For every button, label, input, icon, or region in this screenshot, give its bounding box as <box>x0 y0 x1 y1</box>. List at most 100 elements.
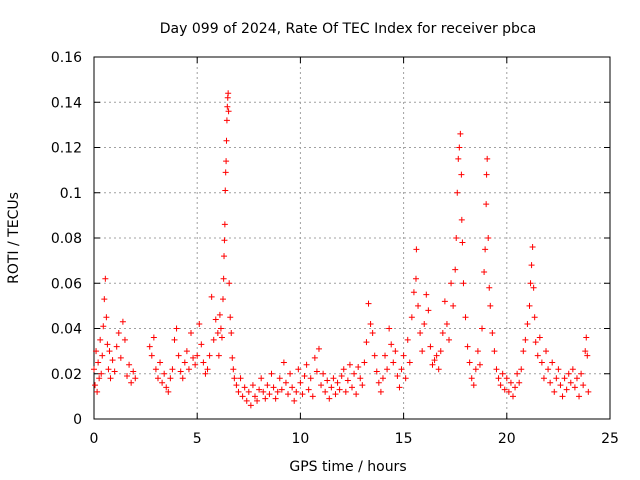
data-point <box>181 359 188 366</box>
data-point <box>547 379 554 386</box>
data-point <box>457 130 464 137</box>
data-point <box>128 379 135 386</box>
data-point <box>239 393 246 400</box>
y-tick-label: 0.08 <box>51 231 82 247</box>
data-point <box>561 375 568 382</box>
data-point <box>313 368 320 375</box>
data-point <box>198 341 205 348</box>
data-point <box>287 370 294 377</box>
axis-ticks: 0 5 10 15 20 25 0 0.02 0.04 0.06 0.08 0.1 0.12 0.14 0.… <box>51 50 619 447</box>
data-point <box>545 366 552 373</box>
data-point <box>94 388 101 395</box>
data-point <box>448 280 455 287</box>
data-point <box>429 361 436 368</box>
data-point <box>484 155 491 162</box>
data-point <box>163 384 170 391</box>
data-point <box>578 370 585 377</box>
data-point <box>258 375 265 382</box>
data-point <box>226 280 233 287</box>
data-point <box>398 366 405 373</box>
data-point <box>291 397 298 404</box>
data-point <box>222 169 229 176</box>
data-point <box>96 375 103 382</box>
data-point <box>483 201 490 208</box>
data-point <box>413 246 420 253</box>
data-point <box>218 334 225 341</box>
data-point <box>220 275 227 282</box>
data-point <box>388 341 395 348</box>
data-point <box>95 359 102 366</box>
data-point <box>417 330 424 337</box>
data-point <box>386 325 393 332</box>
data-point <box>516 379 523 386</box>
grid-lines <box>94 57 610 419</box>
data-point <box>115 330 122 337</box>
data-point <box>324 377 331 384</box>
data-point <box>228 330 235 337</box>
chart-title: Day 099 of 2024, Rate Of TEC Index for r… <box>160 21 536 37</box>
data-point <box>245 388 252 395</box>
data-point <box>212 316 219 323</box>
data-point <box>241 384 248 391</box>
data-point <box>165 388 172 395</box>
data-point <box>99 352 106 359</box>
data-point <box>532 339 539 346</box>
data-point <box>454 189 461 196</box>
data-point <box>194 352 201 359</box>
data-point <box>531 314 538 321</box>
data-point <box>584 352 591 359</box>
data-point <box>124 373 131 380</box>
data-point <box>307 375 314 382</box>
data-point <box>91 366 97 373</box>
data-point <box>157 359 164 366</box>
data-point <box>272 395 279 402</box>
data-point <box>276 375 283 382</box>
data-point <box>369 330 376 337</box>
data-point <box>221 237 228 244</box>
data-point <box>249 382 256 389</box>
data-point <box>126 361 133 368</box>
data-point <box>229 354 236 361</box>
data-point <box>501 386 508 393</box>
data-point <box>497 382 504 389</box>
data-point <box>322 388 329 395</box>
data-point <box>479 325 486 332</box>
data-point <box>223 158 230 165</box>
data-point <box>565 370 572 377</box>
data-point <box>583 334 590 341</box>
data-point <box>384 366 391 373</box>
data-point <box>404 336 411 343</box>
data-point <box>98 370 105 377</box>
data-point <box>220 296 226 303</box>
data-point <box>150 334 157 341</box>
data-point <box>119 318 126 325</box>
data-point <box>522 336 529 343</box>
data-point <box>419 348 426 355</box>
data-point <box>351 370 358 377</box>
data-point <box>379 375 386 382</box>
data-point <box>481 268 488 275</box>
data-point <box>443 320 450 327</box>
data-point <box>464 343 471 350</box>
data-point <box>101 296 108 303</box>
data-point <box>359 382 366 389</box>
data-point <box>152 366 159 373</box>
data-point <box>486 284 493 291</box>
data-point <box>179 375 186 382</box>
data-point <box>104 341 111 348</box>
data-point <box>330 375 337 382</box>
y-tick-label: 0.04 <box>51 322 82 338</box>
data-point <box>382 352 389 359</box>
data-point <box>365 300 372 307</box>
data-point <box>526 302 533 309</box>
data-point <box>433 352 440 359</box>
data-point <box>224 103 231 110</box>
data-point <box>499 370 506 377</box>
data-point <box>460 280 467 287</box>
data-point <box>225 90 232 97</box>
data-point <box>247 402 254 409</box>
data-point <box>557 382 564 389</box>
data-point <box>251 393 258 400</box>
data-point <box>100 323 107 330</box>
data-point <box>518 366 525 373</box>
